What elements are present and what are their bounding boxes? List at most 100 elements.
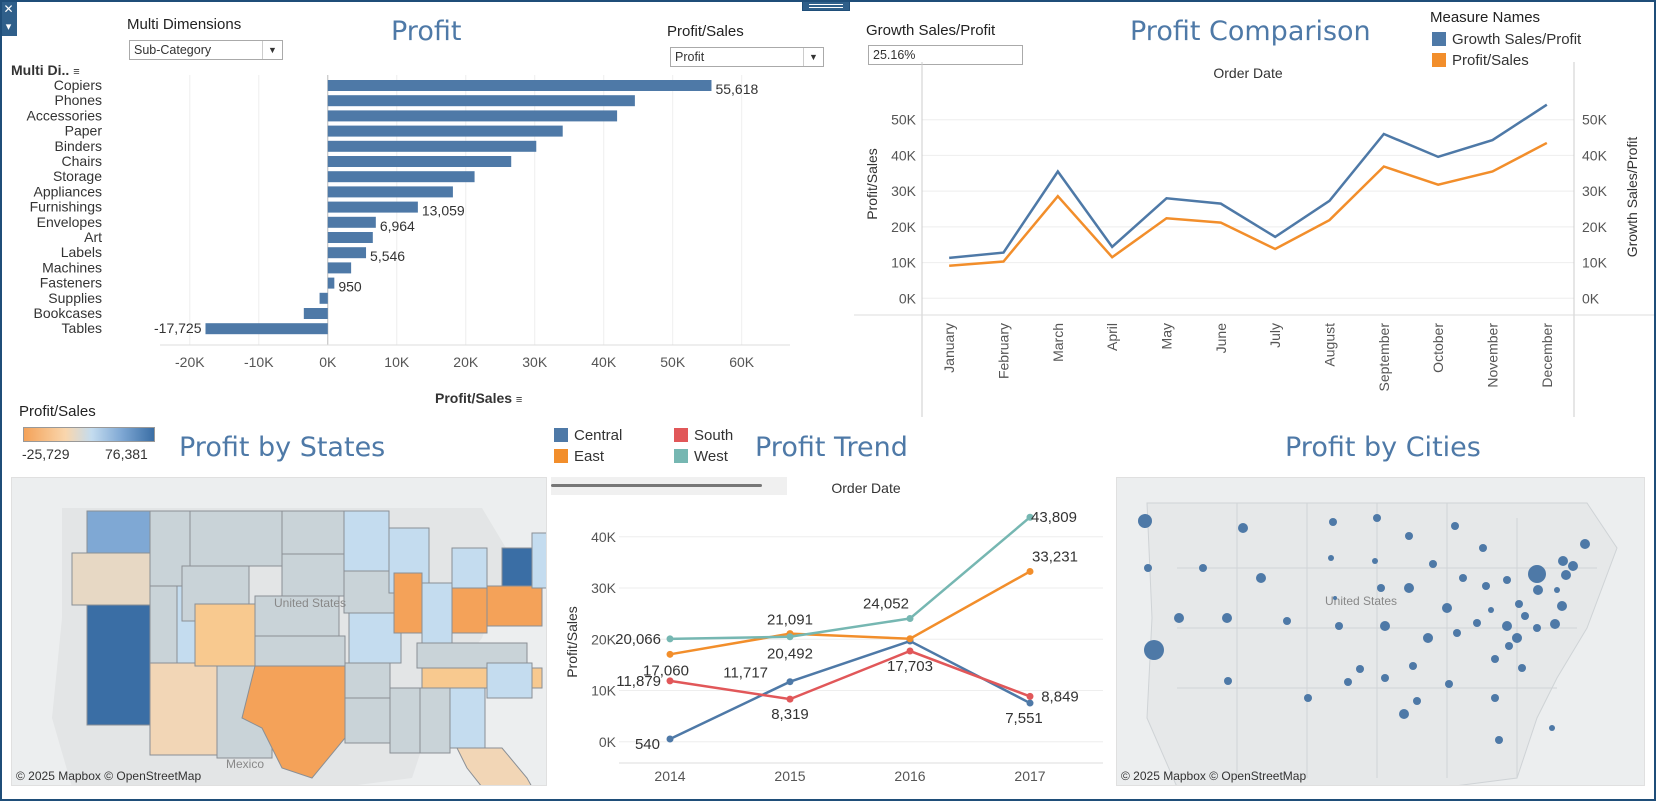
legend-item-south[interactable]: South — [674, 427, 733, 444]
city-dot[interactable] — [1459, 574, 1467, 582]
city-dot[interactable] — [1518, 664, 1526, 672]
close-button[interactable]: ✕ — [0, 0, 17, 18]
city-dot[interactable] — [1283, 617, 1291, 625]
city-dot[interactable] — [1495, 736, 1503, 744]
trend-scrollbar[interactable] — [551, 477, 787, 495]
city-dot[interactable] — [1505, 642, 1513, 650]
data-point[interactable] — [1026, 567, 1034, 575]
bar[interactable] — [327, 186, 453, 198]
city-dot[interactable] — [1479, 544, 1487, 552]
city-dot[interactable] — [1199, 564, 1207, 572]
bar[interactable] — [327, 232, 373, 243]
city-dot[interactable] — [1329, 518, 1337, 526]
map-attribution[interactable]: © 2025 Mapbox © OpenStreetMap — [1121, 769, 1307, 783]
city-dot[interactable] — [1335, 622, 1343, 630]
city-dot[interactable] — [1482, 582, 1490, 590]
city-dot[interactable] — [1405, 532, 1413, 540]
scrollbar-thumb[interactable] — [551, 484, 762, 487]
city-dot[interactable] — [1409, 662, 1417, 670]
city-dot[interactable] — [1333, 596, 1337, 600]
city-dot[interactable] — [1533, 624, 1541, 632]
city-dot[interactable] — [1533, 585, 1543, 595]
legend-item-growth-sales-profit[interactable]: Growth Sales/Profit — [1432, 31, 1581, 48]
data-point[interactable] — [666, 677, 674, 685]
city-dot[interactable] — [1381, 674, 1389, 682]
city-dot[interactable] — [1399, 709, 1409, 719]
city-dot[interactable] — [1554, 587, 1560, 593]
states-map[interactable]: United States Mexico © 2025 Mapbox © Ope… — [11, 477, 547, 786]
city-dot[interactable] — [1429, 560, 1437, 568]
bar[interactable] — [327, 80, 712, 91]
sort-icon[interactable]: ≡ — [515, 394, 523, 406]
bar[interactable] — [303, 308, 328, 319]
bar[interactable] — [327, 110, 618, 122]
data-point[interactable] — [1026, 513, 1034, 521]
city-dot[interactable] — [1453, 629, 1461, 637]
row-header[interactable]: Multi Di.. ≡ — [11, 62, 80, 78]
series-line[interactable] — [949, 103, 1548, 260]
growth-sales-profit-input[interactable]: 25.16% — [868, 45, 1023, 65]
city-dot[interactable] — [1528, 565, 1546, 583]
city-dot[interactable] — [1328, 555, 1334, 561]
bar[interactable] — [327, 171, 475, 183]
data-point[interactable] — [786, 633, 794, 641]
data-point[interactable] — [906, 635, 914, 643]
legend-item-profit-sales[interactable]: Profit/Sales — [1432, 52, 1529, 69]
city-dot[interactable] — [1238, 523, 1248, 533]
data-point[interactable] — [906, 614, 914, 622]
multi-dimensions-dropdown[interactable]: Sub-Category ▼ — [129, 40, 283, 60]
profit-sales-dropdown[interactable]: Profit ▼ — [670, 47, 824, 67]
data-point[interactable] — [1026, 699, 1034, 707]
city-dot[interactable] — [1580, 539, 1590, 549]
city-dot[interactable] — [1451, 522, 1459, 530]
bar[interactable] — [327, 140, 537, 152]
city-dot[interactable] — [1138, 514, 1152, 528]
city-dot[interactable] — [1222, 613, 1232, 623]
city-dot[interactable] — [1515, 600, 1523, 608]
city-dot[interactable] — [1502, 621, 1512, 631]
cities-map[interactable]: United States © 2025 Mapbox © OpenStreet… — [1116, 477, 1645, 786]
city-dot[interactable] — [1445, 680, 1453, 688]
bar[interactable] — [327, 125, 563, 137]
data-point[interactable] — [666, 735, 674, 743]
city-dot[interactable] — [1404, 583, 1414, 593]
drag-handle-icon[interactable] — [802, 0, 850, 11]
city-dot[interactable] — [1144, 564, 1152, 572]
city-dot[interactable] — [1413, 697, 1421, 705]
legend-item-central[interactable]: Central — [554, 427, 622, 444]
city-dot[interactable] — [1224, 677, 1232, 685]
data-point[interactable] — [786, 678, 794, 686]
city-dot[interactable] — [1423, 633, 1433, 643]
bar[interactable] — [327, 201, 418, 213]
city-dot[interactable] — [1356, 665, 1364, 673]
city-dot[interactable] — [1174, 613, 1184, 623]
city-dot[interactable] — [1558, 556, 1568, 566]
city-dot[interactable] — [1549, 725, 1555, 731]
bar[interactable] — [327, 156, 512, 167]
series-line[interactable] — [669, 516, 1031, 641]
city-dot[interactable] — [1568, 561, 1578, 571]
data-point[interactable] — [666, 635, 674, 643]
sort-icon[interactable]: ≡ — [73, 66, 80, 78]
map-attribution[interactable]: © 2025 Mapbox © OpenStreetMap — [16, 769, 202, 783]
city-dot[interactable] — [1491, 694, 1499, 702]
data-point[interactable] — [1026, 692, 1034, 700]
data-point[interactable] — [786, 695, 794, 703]
bar[interactable] — [327, 262, 352, 274]
series-line[interactable] — [669, 570, 1031, 656]
series-line[interactable] — [669, 639, 1031, 741]
city-dot[interactable] — [1442, 603, 1452, 613]
city-dot[interactable] — [1377, 584, 1385, 592]
bar[interactable] — [205, 323, 328, 335]
city-dot[interactable] — [1380, 621, 1390, 631]
bar[interactable] — [327, 247, 367, 259]
menu-button[interactable]: ▾ — [0, 18, 17, 36]
bar[interactable] — [319, 292, 328, 304]
bar[interactable] — [327, 95, 635, 107]
legend-item-east[interactable]: East — [554, 448, 604, 465]
legend-item-west[interactable]: West — [674, 448, 728, 465]
city-dot[interactable] — [1373, 514, 1381, 522]
city-dot[interactable] — [1256, 573, 1266, 583]
city-dot[interactable] — [1521, 612, 1529, 620]
city-dot[interactable] — [1144, 640, 1164, 660]
